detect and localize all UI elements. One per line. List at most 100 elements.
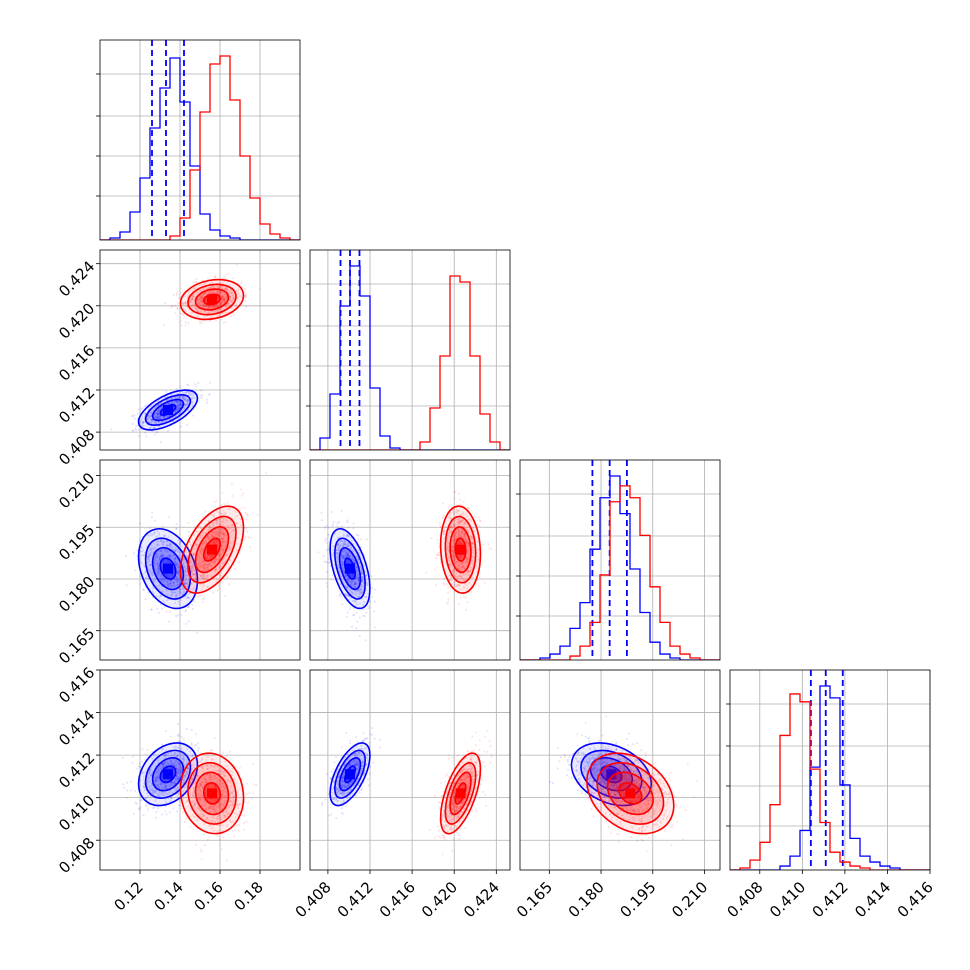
scatter-point [146,534,149,537]
scatter-point [458,523,461,526]
scatter-point [184,310,187,313]
scatter-point [476,540,479,543]
scatter-point [156,410,159,413]
scatter-point [134,801,137,804]
scatter-point [190,582,193,585]
scatter-point [195,578,198,581]
scatter-point [190,560,193,563]
scatter-point [469,562,472,565]
density-peak [455,544,466,555]
scatter-point [199,566,202,569]
scatter-point [218,286,221,289]
scatter-point [187,384,190,387]
scatter-point [452,512,455,515]
scatter-point [123,787,126,790]
scatter-point [348,555,351,558]
scatter-point [236,526,239,529]
scatter-point [140,546,143,549]
scatter-point [459,503,462,506]
scatter-point [208,306,211,309]
density-peak [345,563,355,574]
scatter-point [157,574,160,577]
scatter-point [438,521,441,524]
scatter-point [182,396,185,399]
scatter-point [218,523,221,526]
scatter-point [151,420,154,423]
scatter-point [350,583,353,586]
scatter-point [156,412,159,415]
scatter-point [351,557,354,560]
scatter-point [169,542,172,545]
scatter-point [449,575,452,578]
scatter-point [335,557,338,560]
scatter-point [347,553,350,556]
scatter-point [221,291,224,294]
scatter-point [194,577,197,580]
scatter-point [202,574,205,577]
scatter-point [199,551,202,554]
scatter-point [228,298,231,301]
scatter-point [232,295,235,298]
scatter-point [455,585,458,588]
scatter-point [148,406,151,409]
scatter-point [160,406,163,409]
scatter-point [478,519,481,522]
scatter-point [177,580,180,583]
scatter-point [218,530,221,533]
scatter-point [358,595,361,598]
scatter-point [179,591,182,594]
scatter-point [196,553,199,556]
scatter-point [150,547,153,550]
scatter-point [155,421,158,424]
scatter-point [141,760,144,763]
scatter-point [192,558,195,561]
scatter-point [219,523,222,526]
scatter-point [197,563,200,566]
scatter-point [365,595,368,598]
scatter-point [190,311,193,314]
scatter-point [185,551,188,554]
scatter-point [189,301,192,304]
scatter-point [244,296,247,299]
scatter-point [243,538,246,541]
scatter-point [225,288,228,291]
scatter-point [352,599,355,602]
scatter-point [176,406,179,409]
scatter-point [207,393,210,396]
scatter-point [357,580,360,583]
scatter-point [239,518,242,521]
scatter-point [349,588,352,591]
scatter-point [201,573,204,576]
scatter-point [202,304,205,307]
scatter-point [206,585,209,588]
scatter-point [215,291,218,294]
scatter-point [235,263,238,266]
scatter-point [458,521,461,524]
scatter-point [235,289,238,292]
scatter-point [150,426,153,429]
scatter-point [185,403,188,406]
scatter-point [249,546,252,549]
scatter-point [214,305,217,308]
scatter-point [201,560,204,563]
scatter-point [158,577,161,580]
scatter-point [203,282,206,285]
scatter-point [346,535,349,538]
scatter-point [210,575,213,578]
scatter-point [152,592,155,595]
scatter-point [136,549,139,552]
scatter-point [238,292,241,295]
scatter-point [156,534,159,537]
scatter-point [337,548,340,551]
scatter-point [192,287,195,290]
scatter-point [224,595,227,598]
scatter-point [157,425,160,428]
scatter-point [174,580,177,583]
scatter-point [452,553,455,556]
scatter-point [373,600,376,603]
scatter-point [216,310,219,313]
scatter-point [219,290,222,293]
histogram-step-series-0 [310,265,510,450]
scatter-point [221,296,224,299]
scatter-point [244,512,247,515]
